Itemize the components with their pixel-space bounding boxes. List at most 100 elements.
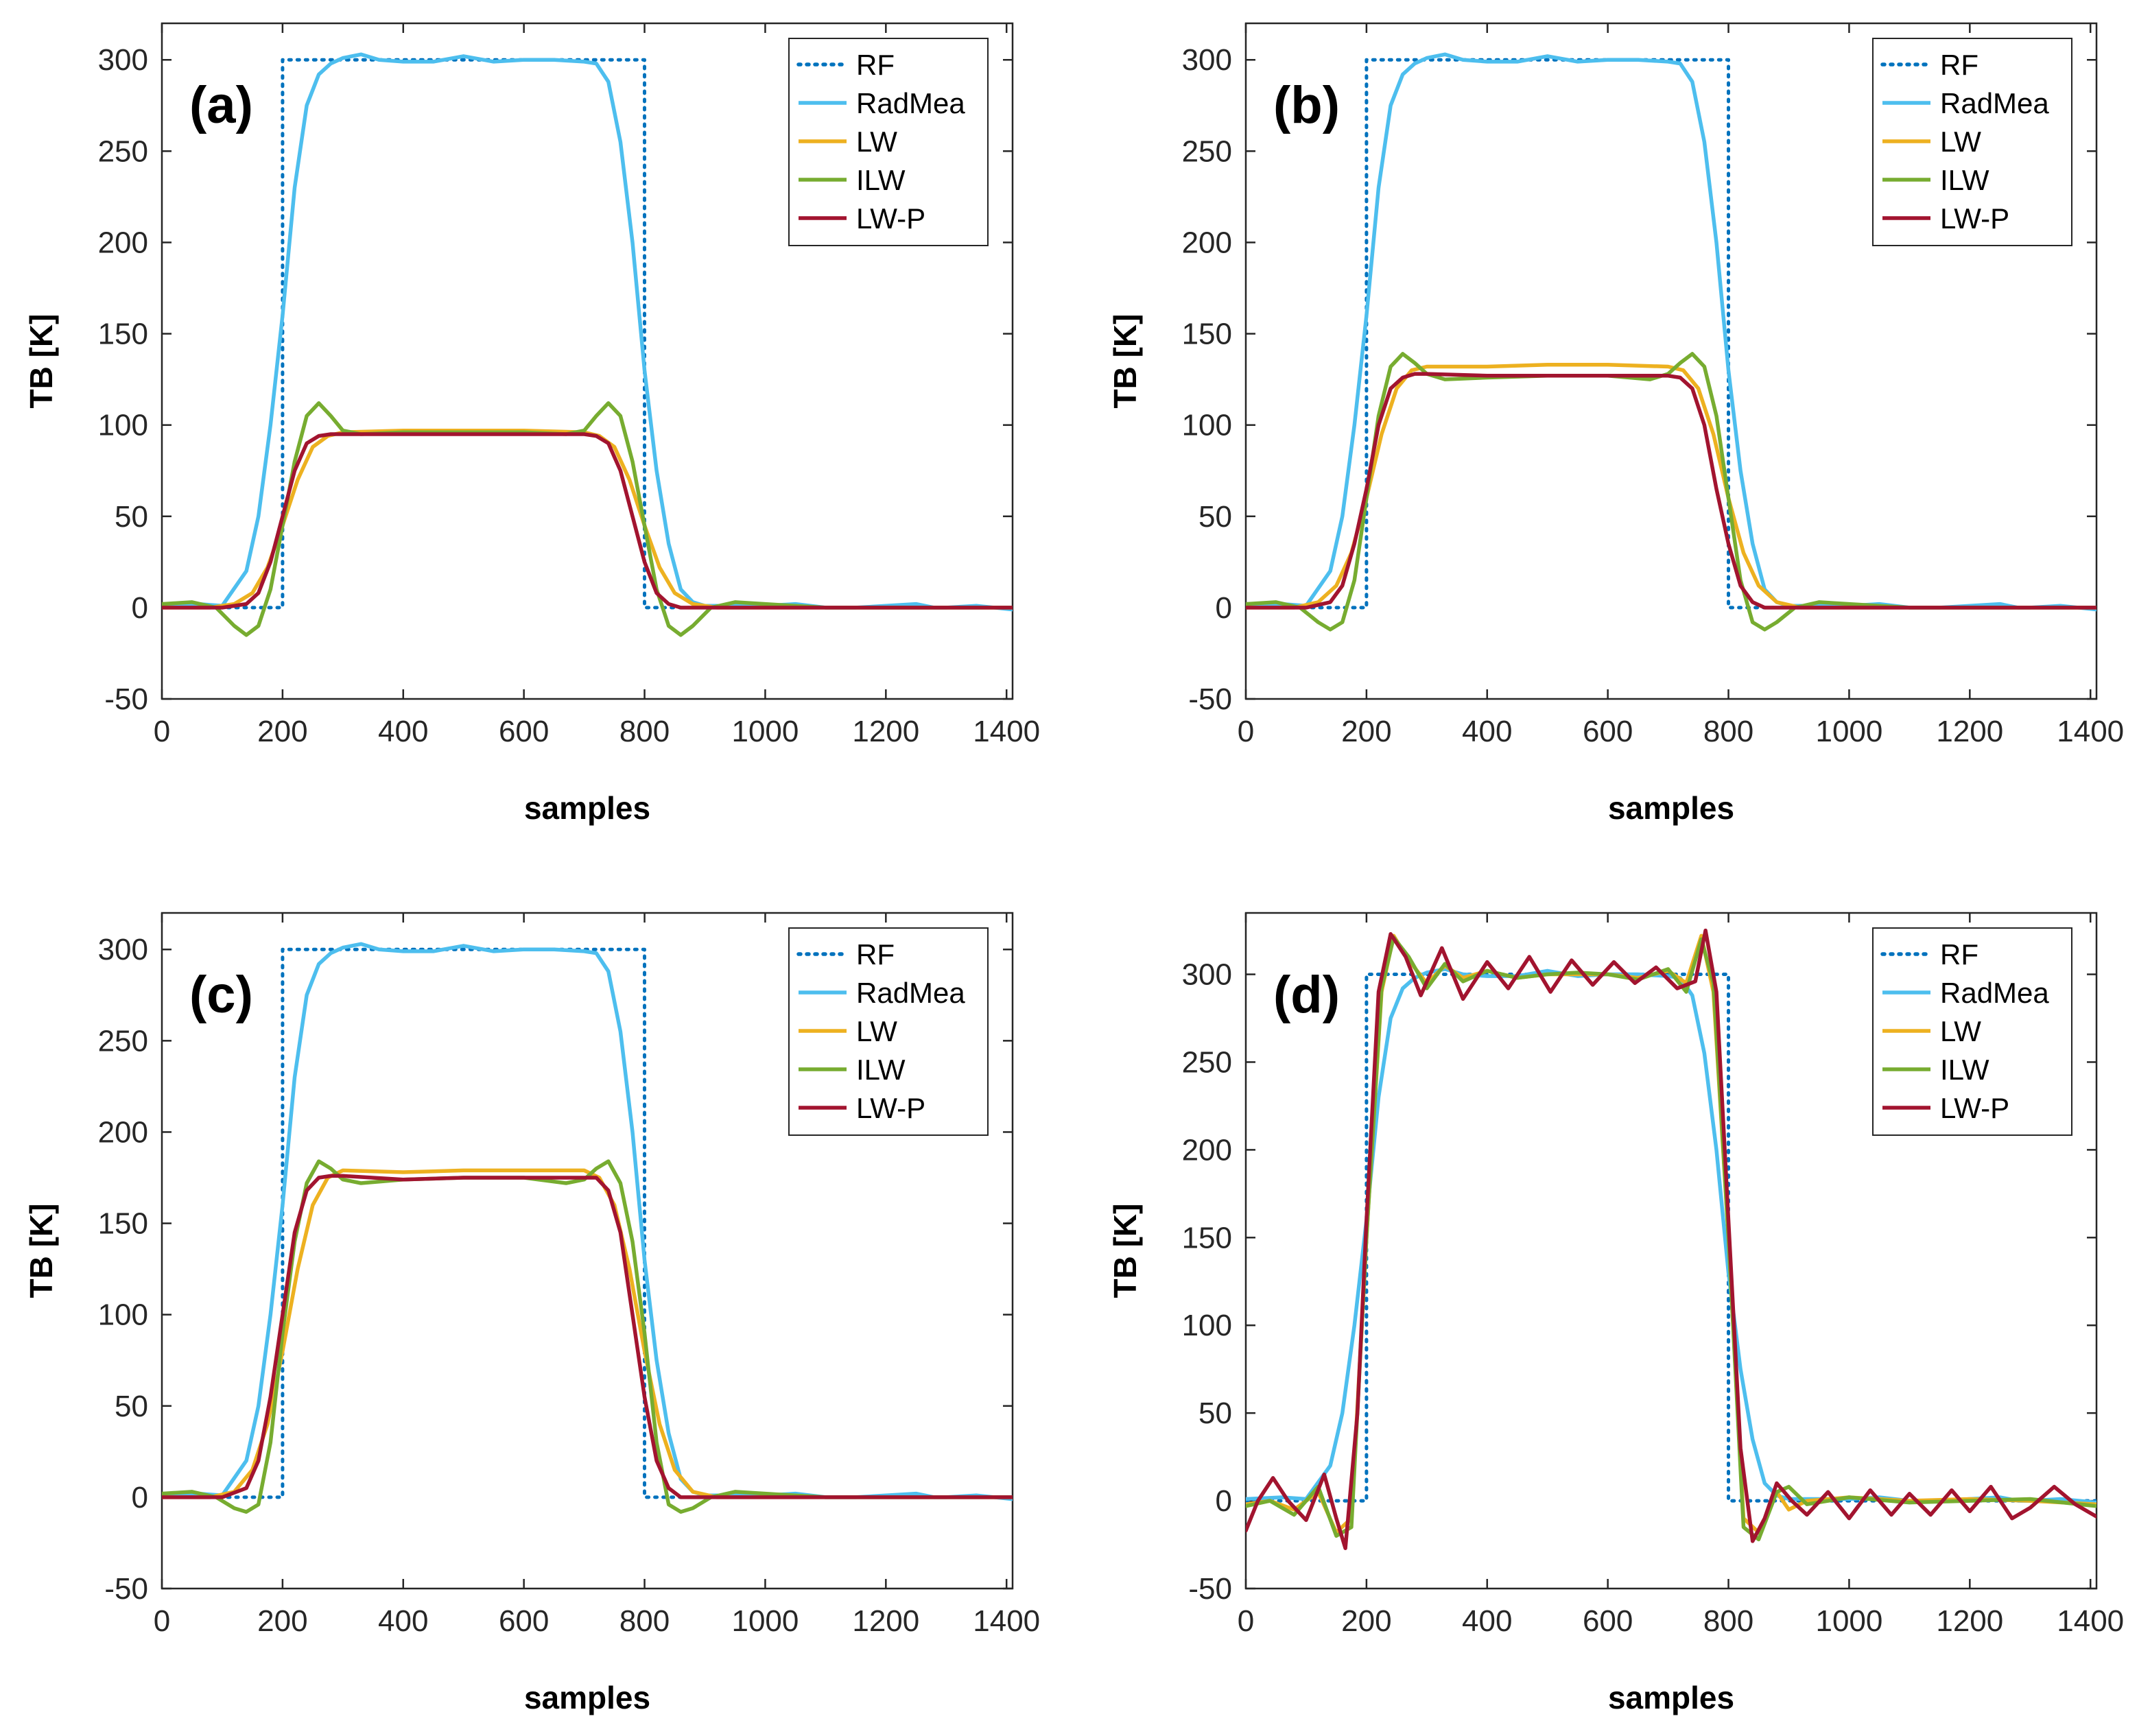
x-tick-label: 1000 [731, 715, 799, 748]
panel-tag: (c) [189, 966, 253, 1024]
series-group [1246, 928, 2096, 1550]
y-tick-label: 300 [98, 933, 148, 966]
legend-entry: RF [856, 938, 895, 971]
x-tick-label: 1200 [1936, 715, 2003, 748]
legend-entry: RadMea [856, 977, 965, 1009]
x-tick-label: 200 [257, 715, 307, 748]
x-tick-label: 1400 [2057, 715, 2124, 748]
legend-entry: RadMea [1940, 977, 2049, 1009]
legend-entry: LW [856, 126, 897, 158]
y-tick-label: 300 [1182, 958, 1232, 992]
y-tick-label: 0 [1216, 591, 1232, 625]
series-group [1246, 52, 2096, 632]
x-tick-label: 1000 [731, 1604, 799, 1638]
x-tick-label: 800 [619, 715, 670, 748]
x-tick-label: 1400 [973, 715, 1040, 748]
legend-entry: RF [1940, 49, 1978, 81]
y-tick-label: 200 [1182, 1133, 1232, 1167]
x-tick-label: 1000 [1815, 715, 1882, 748]
y-tick-label: 50 [1198, 500, 1232, 534]
y-tick-label: 0 [1216, 1484, 1232, 1518]
y-tick-label: 200 [98, 226, 148, 259]
x-tick-label: 0 [1238, 715, 1254, 748]
x-tick-label: 200 [1341, 715, 1391, 748]
y-tick-label: 150 [1182, 318, 1232, 351]
x-tick-label: 200 [257, 1604, 307, 1638]
legend-entry: ILW [1940, 164, 1989, 196]
legend-entry: LW-P [856, 1092, 925, 1124]
x-axis-label: samples [1608, 1680, 1734, 1715]
x-tick-label: 0 [1238, 1604, 1254, 1638]
x-tick-label: 800 [619, 1604, 670, 1638]
x-tick-label: 0 [154, 715, 170, 748]
y-tick-label: 250 [98, 1024, 148, 1058]
x-tick-label: 600 [499, 715, 549, 748]
y-tick-label: -50 [1188, 1572, 1232, 1606]
series-line-lw-p [162, 432, 1013, 610]
y-tick-label: 0 [132, 591, 148, 625]
y-tick-label: 250 [98, 134, 148, 168]
panel-tag: (d) [1273, 966, 1340, 1024]
legend-entry: LW [1940, 1015, 1981, 1047]
y-tick-label: -50 [104, 682, 148, 716]
legend-entry: LW-P [1940, 202, 2009, 235]
x-tick-label: 1400 [973, 1604, 1040, 1638]
y-tick-label: 100 [1182, 1309, 1232, 1342]
y-tick-label: 100 [1182, 409, 1232, 442]
legend-entry: LW-P [856, 202, 925, 235]
y-tick-label: -50 [1188, 682, 1232, 716]
y-axis-label: TB [K] [23, 1204, 59, 1298]
x-tick-label: 1200 [852, 715, 919, 748]
panel-2: 0 200 400 600 800 1000 1200 1400-50050100150200… [23, 912, 1040, 1715]
legend-entry: ILW [856, 1054, 906, 1086]
legend-entry: RF [1940, 938, 1978, 971]
legend-entry: ILW [856, 164, 906, 196]
panel-tag: (a) [189, 76, 253, 134]
x-tick-label: 1200 [852, 1604, 919, 1638]
legend-entry: LW [1940, 126, 1981, 158]
y-axis-label: TB [K] [23, 314, 59, 409]
y-tick-label: 50 [115, 500, 148, 534]
x-tick-label: 1200 [1936, 1604, 2003, 1638]
x-tick-label: 600 [1583, 1604, 1633, 1638]
y-tick-label: 50 [115, 1390, 148, 1423]
series-line-lw-p [162, 1174, 1013, 1499]
series-group [162, 942, 1013, 1514]
x-tick-label: 800 [1703, 715, 1753, 748]
y-tick-label: 100 [98, 1298, 148, 1332]
x-tick-label: 1000 [1815, 1604, 1882, 1638]
x-tick-label: 600 [1583, 715, 1633, 748]
legend: RF RadMea LW ILW LW-P [788, 927, 989, 1136]
x-tick-label: 0 [154, 1604, 170, 1638]
x-axis-label: samples [1608, 790, 1734, 826]
y-tick-label: 150 [98, 1207, 148, 1241]
y-tick-label: 0 [132, 1481, 148, 1514]
panel-tag: (b) [1273, 76, 1340, 134]
y-tick-label: 300 [98, 43, 148, 77]
y-tick-label: 100 [98, 409, 148, 442]
x-axis-label: samples [524, 1680, 650, 1715]
legend-entry: RadMea [856, 87, 965, 119]
legend: RF RadMea LW ILW LW-P [1872, 38, 2072, 246]
y-tick-label: 200 [98, 1115, 148, 1149]
y-tick-label: 250 [1182, 1045, 1232, 1079]
panel-3: 0 200 400 600 800 1000 1200 1400-50050100150200… [1107, 912, 2124, 1715]
y-tick-label: 150 [98, 318, 148, 351]
x-tick-label: 400 [1462, 1604, 1512, 1638]
x-axis-label: samples [524, 790, 650, 826]
y-tick-label: 50 [1198, 1396, 1232, 1430]
series-line-lw-p [1246, 928, 2096, 1550]
x-tick-label: 400 [1462, 715, 1512, 748]
x-tick-label: 600 [499, 1604, 549, 1638]
legend-entry: ILW [1940, 1054, 1989, 1086]
y-tick-label: 300 [1182, 43, 1232, 77]
x-tick-label: 800 [1703, 1604, 1753, 1638]
y-tick-label: 250 [1182, 134, 1232, 168]
x-tick-label: 200 [1341, 1604, 1391, 1638]
legend-entry: LW [856, 1015, 897, 1047]
legend-entry: RF [856, 49, 895, 81]
x-tick-label: 400 [378, 715, 428, 748]
series-line-lw-p [1246, 372, 2096, 610]
legend: RF RadMea LW ILW LW-P [1872, 927, 2072, 1136]
